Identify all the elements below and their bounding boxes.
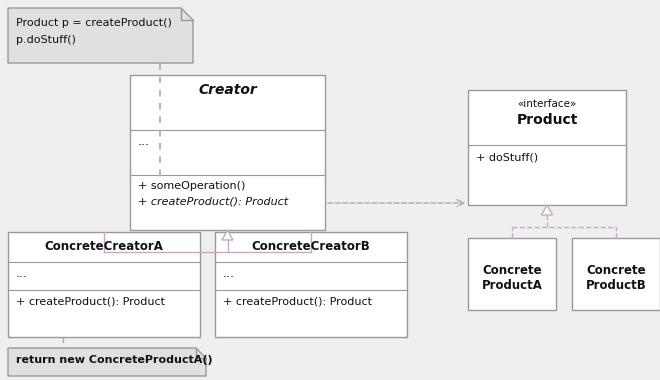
Polygon shape — [222, 230, 233, 240]
Bar — [8, 232, 200, 337]
Text: ...: ... — [16, 267, 28, 280]
Text: Concrete: Concrete — [482, 264, 542, 277]
Text: + createProduct(): Product: + createProduct(): Product — [138, 197, 288, 207]
Text: ProductB: ProductB — [585, 279, 646, 292]
Polygon shape — [541, 205, 552, 215]
Text: + doStuff(): + doStuff() — [476, 153, 538, 163]
Text: Product: Product — [516, 113, 578, 127]
Text: ConcreteCreatorB: ConcreteCreatorB — [251, 240, 370, 253]
Text: Creator: Creator — [198, 83, 257, 97]
Text: ...: ... — [223, 267, 235, 280]
Text: ...: ... — [138, 135, 150, 148]
Text: p.doStuff(): p.doStuff() — [16, 35, 76, 45]
Text: ProductA: ProductA — [482, 279, 543, 292]
Text: + createProduct(): Product: + createProduct(): Product — [223, 297, 372, 307]
Text: Product p = createProduct(): Product p = createProduct() — [16, 18, 172, 28]
Text: Concrete: Concrete — [586, 264, 646, 277]
Bar — [572, 238, 660, 310]
Text: + createProduct(): Product: + createProduct(): Product — [16, 297, 165, 307]
Polygon shape — [8, 8, 193, 63]
Bar — [215, 232, 407, 337]
Text: return new ConcreteProductA(): return new ConcreteProductA() — [16, 355, 213, 365]
Bar — [468, 238, 556, 310]
Bar — [130, 75, 325, 230]
Text: «interface»: «interface» — [517, 99, 577, 109]
Text: ConcreteCreatorA: ConcreteCreatorA — [45, 240, 164, 253]
Text: + someOperation(): + someOperation() — [138, 181, 246, 191]
Polygon shape — [8, 348, 206, 376]
Bar — [468, 90, 626, 205]
